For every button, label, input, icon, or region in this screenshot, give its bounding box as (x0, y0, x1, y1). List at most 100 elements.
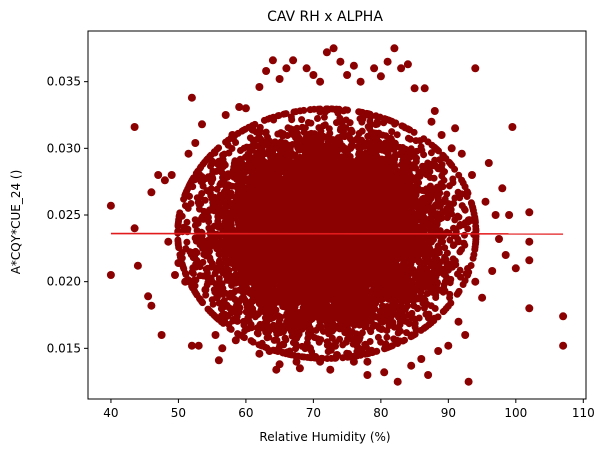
x-axis: 40 50 60 70 80 90 100 110 (103, 399, 595, 420)
data-point (461, 331, 470, 339)
data-point (322, 48, 331, 57)
data-point (154, 171, 163, 179)
data-point (275, 75, 284, 83)
data-point (559, 312, 568, 321)
data-point (434, 347, 443, 355)
data-point (184, 149, 193, 158)
plot-area (106, 44, 568, 386)
data-point (559, 341, 568, 350)
x-tick-label: 60 (238, 406, 253, 420)
data-point (356, 77, 365, 86)
x-tick-label: 70 (306, 406, 321, 420)
data-point (191, 139, 200, 147)
data-point (255, 349, 264, 358)
x-axis-label: Relative Humidity (%) (259, 430, 390, 444)
data-point (495, 235, 503, 243)
data-point (306, 344, 314, 353)
y-tick-label: 0.030 (47, 141, 81, 155)
data-point (160, 176, 169, 185)
data-point (147, 188, 156, 197)
data-point (424, 371, 433, 379)
data-point (511, 264, 520, 273)
data-point (403, 60, 412, 69)
y-tick-label: 0.035 (47, 75, 81, 89)
data-point (211, 331, 220, 339)
data-point (336, 57, 345, 66)
data-point (343, 71, 352, 79)
data-point (454, 317, 463, 326)
y-tick-label: 0.020 (47, 275, 81, 289)
data-point (130, 224, 139, 233)
data-point (295, 364, 304, 373)
data-point (265, 347, 274, 355)
data-point (292, 357, 301, 366)
x-tick-label: 40 (103, 406, 118, 420)
y-tick-label: 0.015 (47, 341, 81, 355)
x-tick-label: 50 (171, 406, 186, 420)
data-point (478, 293, 487, 302)
data-point (302, 64, 311, 73)
data-point (130, 123, 139, 131)
x-tick-label: 90 (441, 406, 456, 420)
y-axis-label: A*CQY*CUE_24 () (9, 170, 23, 275)
data-point (525, 256, 534, 265)
data-point (262, 67, 271, 75)
data-point (457, 149, 466, 158)
data-point (157, 331, 166, 339)
data-point (133, 261, 142, 270)
data-point (451, 124, 460, 133)
data-point (235, 103, 244, 111)
data-point (390, 44, 399, 53)
data-point (316, 77, 325, 86)
data-point (289, 56, 298, 65)
data-point (444, 341, 453, 350)
data-point (309, 71, 318, 79)
data-point (187, 341, 196, 350)
data-point (316, 357, 325, 366)
x-tick-label: 100 (504, 406, 527, 420)
data-point (329, 44, 338, 53)
data-point (167, 171, 176, 179)
data-point (393, 377, 402, 386)
data-point (363, 371, 372, 379)
data-point (275, 360, 284, 369)
data-point (171, 271, 179, 279)
data-point (201, 285, 210, 294)
data-point (268, 56, 277, 65)
data-point (380, 368, 389, 377)
data-point (505, 211, 514, 219)
data-point (376, 72, 385, 81)
data-point (488, 267, 497, 275)
data-point (468, 171, 476, 179)
data-point (397, 64, 406, 73)
data-point (194, 341, 203, 350)
data-point (437, 131, 446, 139)
data-point (147, 301, 156, 310)
data-point (208, 157, 217, 166)
data-point (447, 144, 456, 153)
data-point (241, 104, 250, 113)
data-point (427, 117, 436, 126)
data-point (363, 357, 372, 366)
data-point (326, 365, 335, 374)
data-point (187, 93, 196, 102)
x-tick-label: 110 (572, 406, 595, 420)
data-point (508, 123, 517, 131)
chart-title: CAV RH x ALPHA (267, 9, 383, 25)
data-point (525, 304, 534, 313)
data-point (525, 237, 534, 246)
data-point (218, 344, 227, 353)
data-point (144, 292, 153, 301)
data-point (407, 361, 416, 370)
data-point (525, 208, 534, 217)
data-point (164, 237, 173, 246)
data-point (383, 57, 392, 66)
data-point (248, 125, 257, 134)
data-point (174, 259, 183, 267)
data-point (471, 277, 480, 286)
data-point (464, 377, 473, 386)
data-point (484, 159, 493, 167)
y-tick-label: 0.025 (47, 208, 81, 222)
data-point (491, 211, 500, 219)
